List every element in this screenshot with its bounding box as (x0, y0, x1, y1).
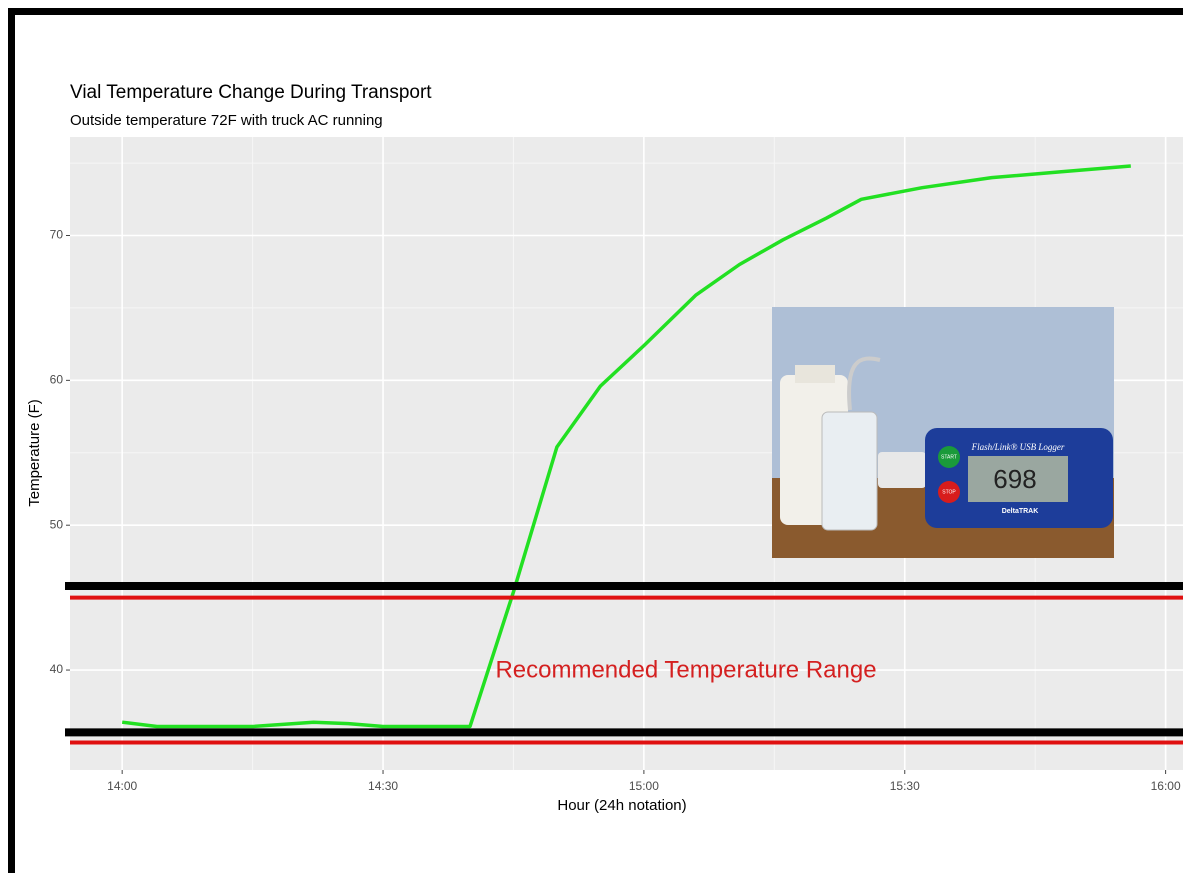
annotation: Recommended Temperature Range (495, 656, 876, 683)
photo-brand: DeltaTRAK (1002, 508, 1039, 515)
y-tick-label: 70 (50, 228, 64, 242)
inset-photo: Flash/Link® USB Logger START STOP 698 De… (772, 307, 1114, 558)
chart: Recommended Temperature Range Vial Tempe… (0, 0, 1183, 873)
photo-stop-label: STOP (942, 489, 956, 495)
frame-left (8, 8, 15, 873)
y-tick-label: 50 (50, 517, 64, 531)
chart-title: Vial Temperature Change During Transport (70, 82, 432, 103)
photo-device-label: Flash/Link® USB Logger (971, 442, 1065, 452)
frame-top (8, 8, 1183, 15)
x-tick-label: 14:00 (107, 779, 137, 793)
page: Recommended Temperature Range Vial Tempe… (0, 0, 1183, 873)
x-tick-label: 14:30 (368, 779, 398, 793)
chart-subtitle: Outside temperature 72F with truck AC ru… (70, 112, 383, 129)
photo-start-label: START (941, 454, 957, 460)
photo-plug (878, 452, 926, 488)
y-axis-label: Temperature (F) (26, 399, 43, 507)
photo-vial (822, 412, 877, 530)
photo-bottle-cap (795, 365, 835, 383)
y-tick-label: 60 (50, 373, 64, 387)
x-tick-label: 16:00 (1151, 779, 1181, 793)
x-tick-label: 15:30 (890, 779, 920, 793)
x-tick-label: 15:00 (629, 779, 659, 793)
y-tick-label: 40 (50, 662, 64, 676)
photo-reading: 698 (993, 464, 1036, 494)
x-axis-label: Hour (24h notation) (557, 797, 686, 814)
